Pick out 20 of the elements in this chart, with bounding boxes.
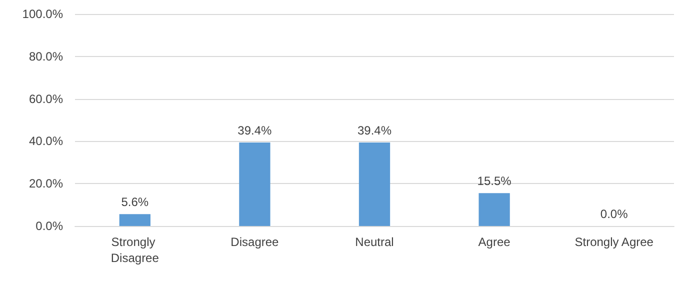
data-label: 39.4% <box>357 123 392 138</box>
y-tick-label: 20.0% <box>28 176 64 191</box>
x-tick-label: Agree <box>478 235 511 249</box>
y-tick-label: 0.0% <box>36 219 64 233</box>
data-label: 15.5% <box>477 174 512 188</box>
bar <box>478 193 510 226</box>
x-tick-label: Strongly Agree <box>574 235 654 249</box>
y-tick-label: 100.0% <box>22 7 64 21</box>
data-label: 0.0% <box>600 207 628 221</box>
y-tick-label: 80.0% <box>28 49 64 64</box>
y-tick-label: 40.0% <box>28 134 64 148</box>
bar <box>358 142 390 226</box>
bar <box>119 214 150 226</box>
y-tick-label: 60.0% <box>28 92 64 106</box>
x-tick-label: Strongly Disagree <box>110 235 160 265</box>
bar <box>239 142 270 226</box>
x-tick-label: Neutral <box>355 235 394 249</box>
data-label: 39.4% <box>238 123 272 138</box>
x-tick-label: Disagree <box>230 235 280 249</box>
data-label: 5.6% <box>121 195 149 210</box>
